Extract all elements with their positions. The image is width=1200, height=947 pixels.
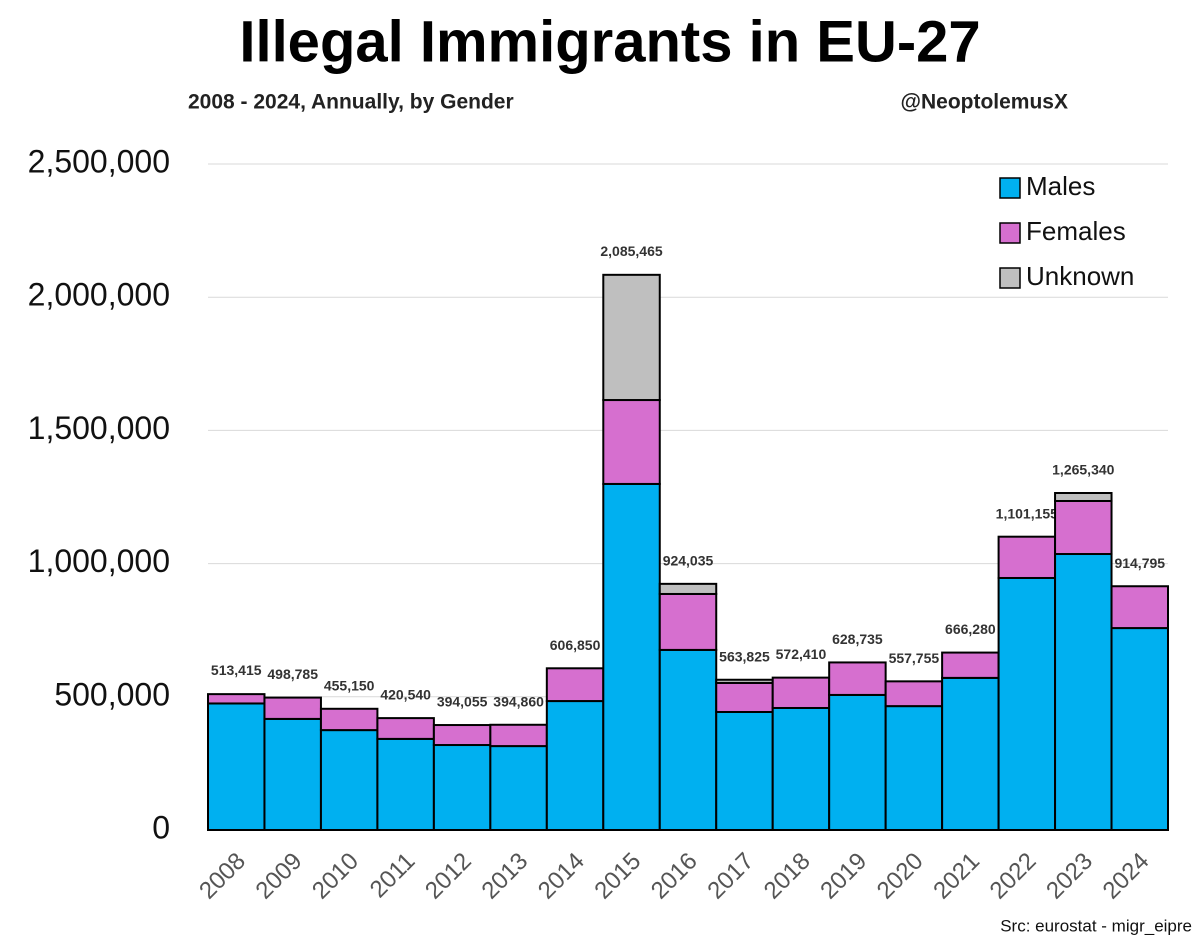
bar-segment xyxy=(1054,553,1113,831)
bar-segment xyxy=(715,681,774,713)
bar-segment xyxy=(263,696,322,720)
total-label: 455,150 xyxy=(324,677,375,693)
bar-segment xyxy=(376,717,435,740)
total-label: 572,410 xyxy=(776,646,827,662)
bar-segment xyxy=(1110,585,1170,630)
total-label: 606,850 xyxy=(550,637,601,653)
source: Src: eurostat - migr_eipre xyxy=(1000,916,1192,935)
chart-title: Illegal Immigrants in EU-27 xyxy=(239,9,980,74)
bar-segment xyxy=(771,676,831,709)
total-label: 1,265,340 xyxy=(1052,462,1114,478)
bar-segment xyxy=(997,535,1057,579)
legend-swatch xyxy=(999,222,1021,244)
subtitle: 2008 - 2024, Annually, by Gender xyxy=(188,91,514,114)
total-label: 914,795 xyxy=(1114,555,1165,571)
bar-segment xyxy=(319,707,379,732)
bar-segment xyxy=(207,693,266,705)
bar-segment xyxy=(658,582,718,595)
bar-segment xyxy=(828,661,887,696)
total-label: 666,280 xyxy=(945,621,996,637)
bar-segment xyxy=(602,482,661,831)
bar-segment xyxy=(602,273,661,402)
bar-segment xyxy=(997,576,1057,831)
bar-segment xyxy=(207,702,266,832)
total-label: 563,825 xyxy=(719,649,770,665)
bar-segment xyxy=(489,723,548,748)
total-label: 394,860 xyxy=(493,694,544,710)
bar-segment xyxy=(432,724,492,747)
bar-segment xyxy=(602,399,661,485)
legend-label: Females xyxy=(1026,216,1126,246)
bar-segment xyxy=(658,648,718,831)
bar-segment xyxy=(828,693,887,831)
bar-segment xyxy=(771,706,831,831)
total-label: 513,415 xyxy=(211,662,262,678)
legend-label: Males xyxy=(1026,171,1095,201)
bar-segment xyxy=(658,592,718,651)
y-tick-label: 1,000,000 xyxy=(28,543,170,579)
bar-segment xyxy=(884,705,944,832)
bar-segment xyxy=(1054,492,1113,502)
bar-segment xyxy=(1054,499,1113,556)
bar-segment xyxy=(319,729,379,831)
total-label: 498,785 xyxy=(267,666,318,682)
legend-swatch xyxy=(999,177,1021,199)
y-tick-label: 500,000 xyxy=(54,676,170,712)
bar-segment xyxy=(941,676,1000,832)
bar-segment xyxy=(545,700,605,831)
bar-segment xyxy=(489,745,548,831)
total-label: 1,101,155 xyxy=(996,505,1058,521)
total-label: 394,055 xyxy=(437,694,488,710)
total-label: 924,035 xyxy=(663,553,714,569)
y-tick-label: 1,500,000 xyxy=(28,410,170,446)
total-label: 628,735 xyxy=(832,631,883,647)
y-tick-label: 2,000,000 xyxy=(28,277,170,313)
handle: @NeoptolemusX xyxy=(901,91,1069,114)
y-tick-label: 0 xyxy=(152,809,170,845)
legend-label: Unknown xyxy=(1026,261,1134,291)
legend-swatch xyxy=(999,267,1021,289)
bar-segment xyxy=(376,737,435,831)
bar-segment xyxy=(1110,627,1170,831)
bar-segment xyxy=(545,667,605,703)
y-tick-label: 2,500,000 xyxy=(28,143,170,179)
bar-segment xyxy=(941,651,1000,679)
total-label: 557,755 xyxy=(889,650,940,666)
bar-segment xyxy=(715,710,774,831)
total-label: 2,085,465 xyxy=(600,243,662,259)
total-label: 420,540 xyxy=(380,687,431,703)
bar-segment xyxy=(263,717,322,831)
bar-segment xyxy=(884,680,944,708)
bar-segment xyxy=(432,744,492,831)
bar-segment xyxy=(715,678,774,684)
